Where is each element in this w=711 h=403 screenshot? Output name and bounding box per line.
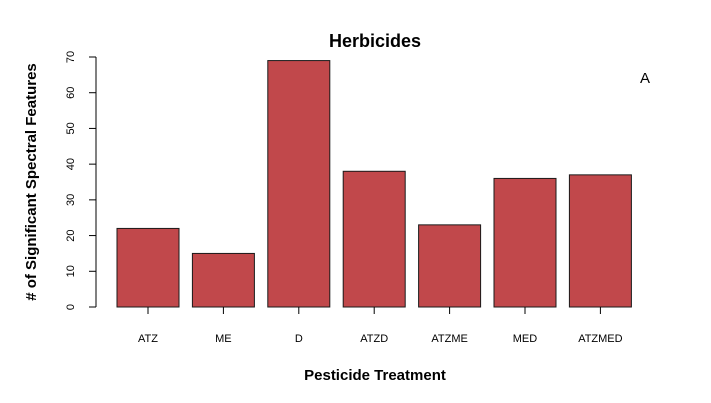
x-tick-label: MED xyxy=(513,333,538,345)
x-tick-label: ATZ xyxy=(138,333,158,345)
bar-atz xyxy=(116,227,180,308)
y-tick-label: 70 xyxy=(65,51,77,63)
bar-med xyxy=(493,177,557,308)
x-tick-label: ATZD xyxy=(360,333,388,345)
panel-label: A xyxy=(640,70,650,87)
bar-me xyxy=(191,252,255,308)
y-tick-label: 30 xyxy=(65,194,77,206)
y-tick-label: 40 xyxy=(65,158,77,170)
bar-d xyxy=(267,60,331,308)
x-tick-label: D xyxy=(295,333,303,345)
bar-atzme xyxy=(418,224,482,308)
x-tick-label: ATZME xyxy=(431,333,467,345)
chart-title: Herbicides xyxy=(329,31,421,51)
y-axis: 0 10 20 30 40 50 60 70 xyxy=(65,51,97,310)
y-tick-label: 50 xyxy=(65,122,77,134)
x-tick-label: ME xyxy=(215,333,232,345)
y-axis-label: # of Significant Spectral Features xyxy=(23,63,40,301)
x-tick-label: ATZMED xyxy=(578,333,622,345)
bars xyxy=(116,60,632,308)
x-axis-label: Pesticide Treatment xyxy=(304,367,446,384)
y-tick-label: 60 xyxy=(65,87,77,99)
y-tick-label: 0 xyxy=(65,304,77,310)
bar-atzmed xyxy=(568,174,632,308)
y-tick-label: 10 xyxy=(65,265,77,277)
bar-atzd xyxy=(342,170,406,308)
x-tick-labels: ATZ ME D ATZD ATZME MED ATZMED xyxy=(138,307,623,345)
y-tick-label: 20 xyxy=(65,229,77,241)
